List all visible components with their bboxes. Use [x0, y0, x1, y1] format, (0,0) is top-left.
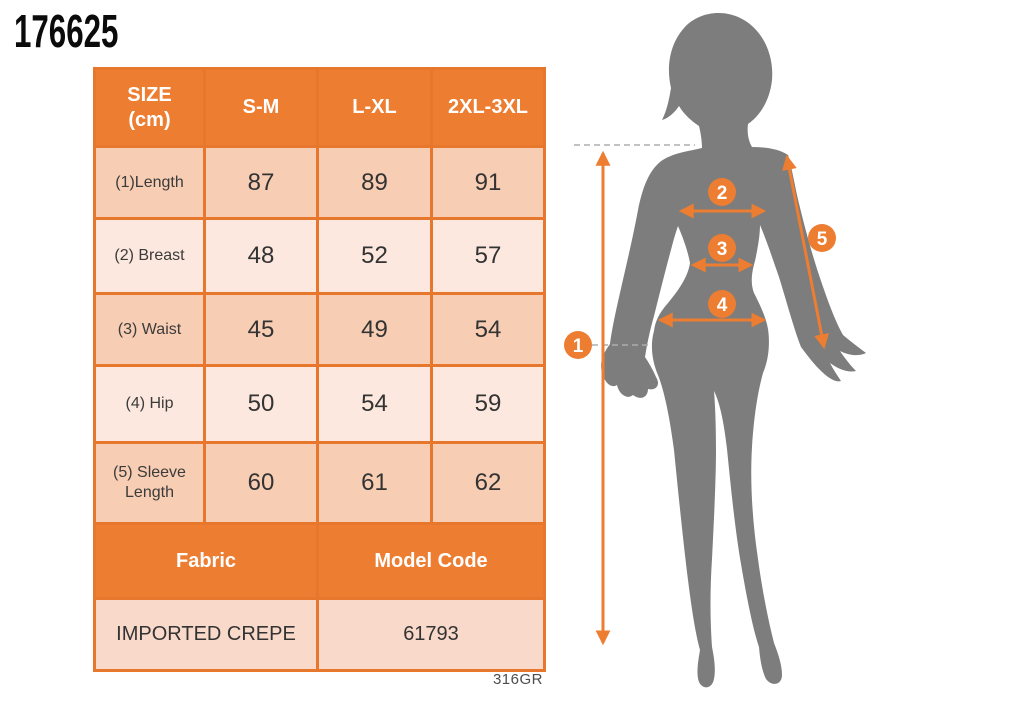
fabric-modelcode-header-row: Fabric Model Code	[93, 522, 546, 600]
footnote: 316GR	[492, 671, 543, 688]
size-table: SIZE (cm) S-M L-XL 2XL-3XL (1)Length 87 …	[93, 67, 546, 672]
measurement-label: (4) Hip	[93, 364, 206, 444]
measurement-value: 45	[203, 292, 319, 367]
measurement-value: 59	[430, 364, 546, 444]
measurement-value: 50	[203, 364, 319, 444]
marker-5-label: 5	[817, 229, 828, 250]
marker-3: 3	[708, 234, 736, 262]
fabric-header-cell: Fabric	[93, 522, 319, 600]
measurement-value: 89	[316, 145, 433, 220]
measurement-label: (3) Waist	[93, 292, 206, 367]
table-row-hip: (4) Hip 50 54 59	[93, 364, 546, 444]
marker-3-label: 3	[717, 239, 728, 260]
model-code-value-cell: 61793	[316, 597, 546, 672]
product-code: 176625	[14, 5, 119, 57]
measurement-value: 52	[316, 217, 433, 295]
marker-5: 5	[808, 224, 836, 252]
measurement-value: 62	[430, 441, 546, 525]
measurement-value: 54	[430, 292, 546, 367]
size-col-sm: S-M	[203, 67, 319, 148]
marker-4-label: 4	[717, 295, 728, 316]
measurement-value: 57	[430, 217, 546, 295]
measurement-label: (2) Breast	[93, 217, 206, 295]
measurement-value: 87	[203, 145, 319, 220]
measurement-value: 60	[203, 441, 319, 525]
marker-1-label: 1	[573, 336, 584, 357]
size-unit-header-label: SIZE (cm)	[127, 83, 172, 131]
measurement-value: 61	[316, 441, 433, 525]
measurement-label: (5) Sleeve Length	[93, 441, 206, 525]
size-unit-header-cell: SIZE (cm)	[93, 67, 206, 148]
marker-2-label: 2	[717, 183, 728, 204]
fabric-value-cell: IMPORTED CREPE	[93, 597, 319, 672]
measurement-value: 54	[316, 364, 433, 444]
sleeve-arrow	[782, 154, 829, 350]
measurement-label: (1)Length	[93, 145, 206, 220]
table-row-length: (1)Length 87 89 91	[93, 145, 546, 220]
table-row-sleeve-length: (5) Sleeve Length 60 61 62	[93, 441, 546, 525]
marker-1: 1	[564, 331, 592, 359]
measurement-value: 48	[203, 217, 319, 295]
marker-2: 2	[708, 178, 736, 206]
table-row-waist: (3) Waist 45 49 54	[93, 292, 546, 367]
female-silhouette	[601, 13, 866, 688]
size-col-lxl: L-XL	[316, 67, 433, 148]
size-table-header-row: SIZE (cm) S-M L-XL 2XL-3XL	[93, 67, 546, 148]
fabric-modelcode-value-row: IMPORTED CREPE 61793	[93, 597, 546, 672]
table-row-breast: (2) Breast 48 52 57	[93, 217, 546, 295]
size-col-2xl3xl: 2XL-3XL	[430, 67, 546, 148]
model-code-header-cell: Model Code	[316, 522, 546, 600]
measurement-value: 49	[316, 292, 433, 367]
measurement-value: 91	[430, 145, 546, 220]
marker-4: 4	[708, 290, 736, 318]
